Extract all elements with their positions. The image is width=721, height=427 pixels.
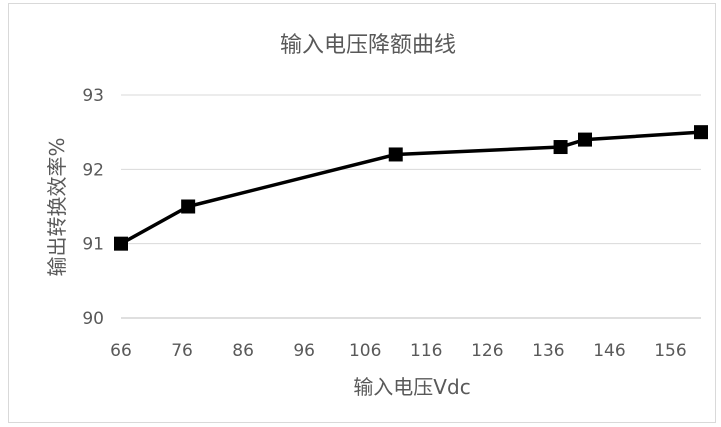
x-tick-label-156: 156 <box>654 341 686 361</box>
x-tick-label-136: 136 <box>532 341 564 361</box>
series-layer <box>114 125 708 251</box>
x-tick-label-116: 116 <box>410 341 442 361</box>
y-tick-label-90: 90 <box>82 309 104 329</box>
data-point-marker-1 <box>181 199 196 214</box>
x-tick-label-86: 86 <box>232 341 254 361</box>
data-point-marker-4 <box>578 132 592 147</box>
x-axis-ticks: 66 76 86 96 106 116 126 136 146 156 <box>110 341 687 361</box>
data-point-marker-5 <box>694 125 708 140</box>
data-point-marker-2 <box>388 147 403 162</box>
series-line-0 <box>120 130 702 246</box>
y-axis-ticks: 90 91 92 93 <box>82 86 104 329</box>
x-axis-label: 输入电压Vdc <box>353 375 470 399</box>
chart-title: 输入电压降额曲线 <box>280 33 456 58</box>
gridlines <box>121 94 701 319</box>
y-tick-label-92: 92 <box>82 160 104 180</box>
y-tick-label-91: 91 <box>82 235 104 255</box>
x-tick-label-96: 96 <box>293 341 315 361</box>
x-tick-label-76: 76 <box>171 341 193 361</box>
x-tick-label-106: 106 <box>349 341 381 361</box>
data-point-marker-3 <box>553 140 568 155</box>
x-tick-label-66: 66 <box>110 341 132 361</box>
y-axis-label: 输出转换效率% <box>45 137 69 276</box>
y-tick-label-93: 93 <box>82 86 104 106</box>
x-tick-label-126: 126 <box>471 341 503 361</box>
x-tick-label-146: 146 <box>593 341 625 361</box>
chart-frame <box>8 3 716 423</box>
data-point-marker-0 <box>114 236 128 251</box>
